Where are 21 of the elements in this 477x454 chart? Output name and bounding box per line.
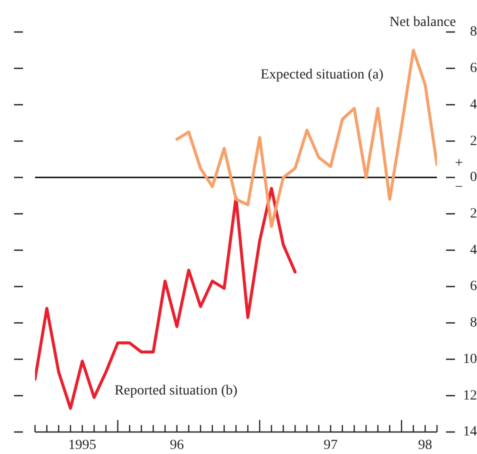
y-tick-label: 4: [470, 242, 477, 258]
text: +: [455, 156, 464, 172]
y-tick-label: 6: [470, 279, 477, 294]
y-tick-label: 8: [470, 24, 477, 40]
y-tick-label: 14: [463, 424, 477, 440]
series-label: Reported situation (b): [114, 384, 238, 399]
y-tick-label: 8: [470, 316, 477, 331]
y-tick-label: 2: [470, 206, 477, 222]
x-tick-label: 96: [170, 438, 184, 454]
text: −: [455, 180, 464, 196]
x-tick-label: 97: [324, 438, 338, 454]
y-tick-label: 2: [470, 134, 477, 149]
series-label: Expected situation (a): [260, 68, 384, 83]
x-tick-label: 1995: [68, 438, 96, 454]
y-axis-title: Net balance: [390, 15, 456, 30]
y-tick-label: 0: [470, 170, 477, 186]
y-tick-label: 12: [463, 388, 477, 404]
x-tick-label: 98: [418, 438, 432, 454]
y-tick-label: 10: [463, 352, 477, 367]
y-tick-label: 4: [470, 97, 477, 112]
y-tick-label: 6: [470, 61, 477, 76]
